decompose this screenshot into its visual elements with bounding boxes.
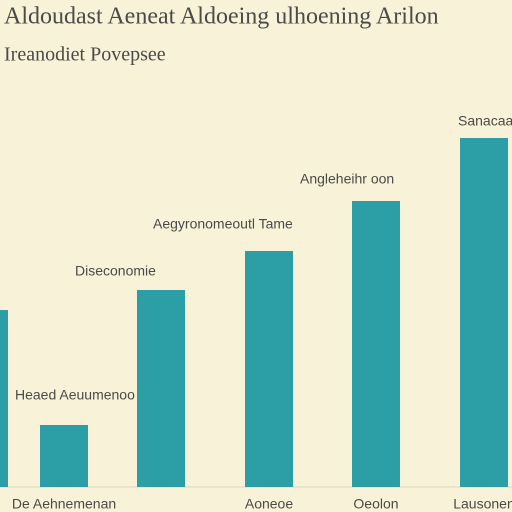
x-tick-label: De Aehnemenan xyxy=(12,496,116,512)
x-tick-label: Oeolon xyxy=(353,496,398,512)
bar xyxy=(0,310,8,487)
x-tick-label: Aoneoe xyxy=(245,496,293,512)
annotation: Heaed Aeuumenoo xyxy=(15,387,135,403)
bar xyxy=(40,425,88,487)
chart-subtitle: Ireanodiet Povepsee xyxy=(4,44,166,66)
bar xyxy=(352,201,400,487)
bar xyxy=(460,138,508,487)
annotation: Sanacaa xyxy=(458,113,512,129)
x-tick-label: Lausonen xyxy=(453,496,512,512)
bar xyxy=(137,290,185,487)
annotation: Aegyronomeoutl Tame xyxy=(153,216,293,232)
chart-title: Aldoudast Aeneat Aldoeing ulhoening Aril… xyxy=(4,4,439,30)
annotation: Diseconomie xyxy=(75,263,156,279)
bar xyxy=(245,251,293,487)
annotation: Angleheihr oon xyxy=(300,171,394,187)
